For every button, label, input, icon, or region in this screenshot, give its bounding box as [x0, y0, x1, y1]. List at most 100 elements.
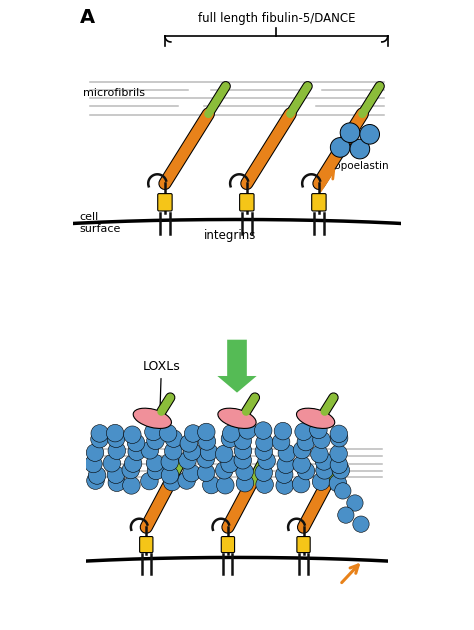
Circle shape [124, 455, 142, 472]
Circle shape [91, 425, 109, 442]
Circle shape [337, 507, 354, 524]
Circle shape [103, 454, 120, 472]
Circle shape [217, 476, 234, 494]
Circle shape [215, 445, 233, 462]
Circle shape [316, 462, 333, 479]
Circle shape [274, 422, 292, 440]
Circle shape [184, 425, 202, 442]
Circle shape [106, 425, 124, 442]
FancyBboxPatch shape [240, 193, 254, 211]
Circle shape [128, 443, 146, 461]
Circle shape [124, 426, 141, 444]
Text: LOXLs: LOXLs [143, 360, 180, 411]
Circle shape [147, 432, 164, 450]
Circle shape [312, 473, 330, 490]
Circle shape [234, 442, 252, 459]
Ellipse shape [133, 408, 172, 428]
Circle shape [353, 516, 369, 532]
FancyBboxPatch shape [140, 537, 153, 553]
Circle shape [277, 456, 295, 474]
Text: A: A [80, 8, 95, 27]
Circle shape [202, 476, 220, 494]
Circle shape [164, 473, 181, 491]
Circle shape [88, 467, 106, 484]
Circle shape [147, 462, 165, 479]
FancyBboxPatch shape [221, 537, 235, 553]
Circle shape [198, 423, 215, 441]
FancyBboxPatch shape [297, 537, 310, 553]
Circle shape [330, 425, 347, 443]
Circle shape [221, 455, 238, 472]
Circle shape [91, 430, 108, 448]
Circle shape [221, 430, 239, 447]
Circle shape [197, 450, 215, 468]
Circle shape [234, 452, 252, 469]
Circle shape [122, 461, 139, 479]
Circle shape [313, 431, 330, 449]
Circle shape [360, 125, 380, 144]
Circle shape [87, 472, 104, 490]
Circle shape [145, 423, 162, 440]
FancyBboxPatch shape [312, 193, 326, 211]
Circle shape [330, 445, 347, 462]
Circle shape [239, 421, 256, 439]
Circle shape [159, 425, 177, 442]
Circle shape [108, 474, 126, 491]
Circle shape [141, 472, 158, 490]
Circle shape [85, 455, 102, 472]
Circle shape [107, 430, 125, 447]
Circle shape [335, 483, 351, 499]
Circle shape [179, 452, 196, 469]
Text: tropoelastin: tropoelastin [327, 161, 390, 171]
Circle shape [123, 477, 140, 494]
Circle shape [164, 442, 182, 460]
Circle shape [315, 452, 333, 470]
Circle shape [330, 137, 350, 158]
FancyArrow shape [218, 340, 256, 392]
Circle shape [197, 464, 215, 481]
Circle shape [278, 444, 296, 462]
Circle shape [256, 434, 273, 452]
Circle shape [234, 432, 252, 450]
Circle shape [180, 435, 198, 452]
Circle shape [293, 455, 310, 473]
Circle shape [161, 453, 179, 471]
Circle shape [107, 466, 125, 483]
Circle shape [161, 466, 179, 484]
Text: microfibrils: microfibrils [83, 88, 145, 98]
Ellipse shape [218, 408, 256, 428]
Circle shape [347, 495, 363, 511]
Circle shape [297, 433, 315, 451]
Circle shape [292, 476, 310, 493]
Circle shape [273, 433, 290, 450]
Text: integrins: integrins [204, 229, 256, 243]
Circle shape [330, 430, 348, 447]
Circle shape [255, 421, 272, 439]
Circle shape [295, 423, 312, 440]
Circle shape [201, 444, 218, 461]
Circle shape [330, 456, 347, 474]
Circle shape [165, 430, 182, 447]
Circle shape [86, 444, 104, 461]
Circle shape [329, 474, 346, 492]
Circle shape [276, 477, 293, 495]
Circle shape [236, 474, 254, 492]
Text: full length fibulin-5/DANCE: full length fibulin-5/DANCE [198, 11, 355, 25]
Circle shape [293, 441, 311, 459]
Circle shape [310, 421, 327, 438]
Circle shape [340, 123, 360, 142]
Circle shape [178, 472, 195, 490]
Circle shape [310, 445, 328, 463]
Circle shape [146, 454, 164, 472]
Circle shape [222, 425, 240, 442]
Circle shape [297, 462, 315, 480]
Circle shape [216, 462, 233, 479]
Circle shape [332, 461, 350, 479]
Circle shape [141, 442, 159, 459]
Text: cell
surface: cell surface [80, 212, 121, 234]
Circle shape [255, 464, 273, 481]
Circle shape [198, 433, 216, 450]
Ellipse shape [297, 408, 335, 428]
Circle shape [108, 442, 126, 459]
Circle shape [182, 464, 200, 482]
